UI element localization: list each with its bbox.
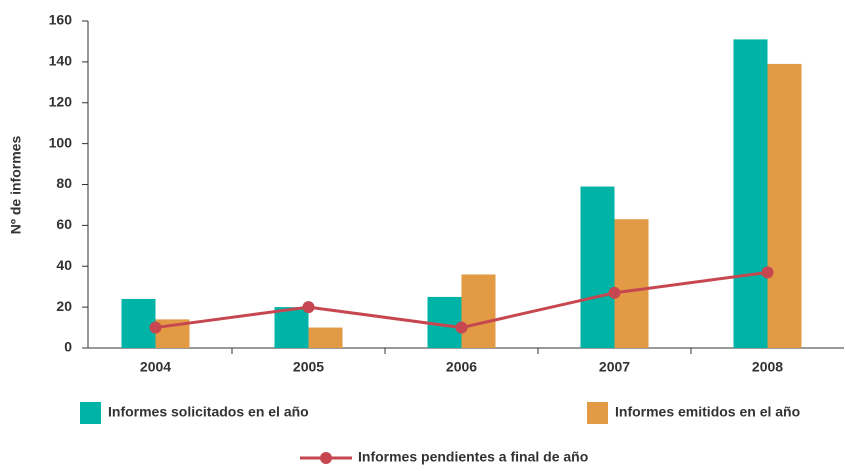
legend-swatch xyxy=(80,402,101,424)
point xyxy=(302,301,315,314)
y-tick-label: 80 xyxy=(56,175,72,191)
x-tick-label: 2004 xyxy=(140,359,171,375)
y-tick-label: 20 xyxy=(56,298,72,314)
x-tick-label: 2005 xyxy=(293,359,324,375)
legend-marker xyxy=(320,452,332,464)
y-tick-label: 60 xyxy=(56,216,72,232)
bar xyxy=(308,327,343,348)
y-tick-label: 0 xyxy=(64,339,72,355)
y-tick-label: 40 xyxy=(56,257,72,273)
y-tick-label: 160 xyxy=(49,12,73,28)
x-tick-label: 2006 xyxy=(446,359,477,375)
legend-swatch xyxy=(587,402,608,424)
bar xyxy=(121,298,156,348)
bar xyxy=(767,63,802,348)
y-tick-label: 120 xyxy=(49,93,73,109)
point xyxy=(149,321,162,334)
legend-label: Informes solicitados en el año xyxy=(108,404,309,420)
y-tick-label: 140 xyxy=(49,53,73,69)
bar xyxy=(733,39,768,349)
point xyxy=(608,286,621,299)
y-tick-label: 100 xyxy=(49,134,73,150)
bar xyxy=(274,307,309,348)
legend-label: Informes pendientes a final de año xyxy=(358,449,588,465)
legend-label: Informes emitidos en el año xyxy=(615,404,800,420)
y-axis-label: Nº de informes xyxy=(8,136,24,235)
bar xyxy=(461,274,496,348)
x-tick-label: 2008 xyxy=(752,359,783,375)
x-tick-label: 2007 xyxy=(599,359,630,375)
point xyxy=(455,321,468,334)
bar xyxy=(580,186,615,348)
bar xyxy=(614,219,649,348)
point xyxy=(761,266,774,279)
